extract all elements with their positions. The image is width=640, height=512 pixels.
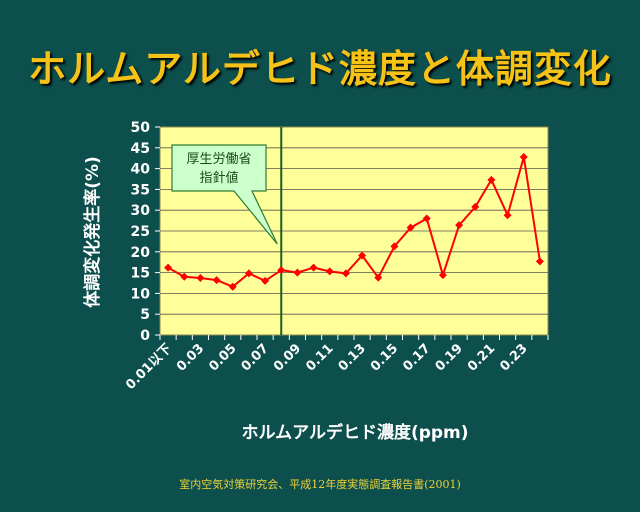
data-point	[471, 202, 480, 211]
data-point	[455, 221, 464, 230]
data-point	[406, 223, 415, 232]
y-tick-label: 25	[131, 224, 150, 240]
x-axis-ticks: 0.01以下 0.03 0.05 0.07 0.09 0.11 0.13 0.15 0.17 0.…	[123, 335, 549, 393]
y-tick-label: 20	[131, 245, 151, 261]
data-point	[438, 271, 447, 280]
data-points	[164, 152, 544, 291]
x-tick-label: 0.19	[433, 341, 466, 374]
data-point	[374, 273, 383, 282]
data-point	[293, 268, 302, 277]
data-point	[535, 257, 544, 266]
x-tick-label: 0.09	[271, 341, 304, 374]
data-point	[277, 266, 286, 275]
y-tick-label: 30	[131, 203, 151, 219]
y-tick-label: 35	[131, 182, 150, 198]
y-tick-label: 10	[131, 286, 151, 302]
y-tick-label: 5	[140, 307, 150, 323]
y-tick-label: 15	[131, 266, 150, 282]
y-tick-label: 45	[131, 141, 150, 157]
data-point	[244, 269, 253, 278]
data-point	[261, 276, 270, 285]
x-tick-label: 0.21	[465, 341, 498, 374]
y-axis-label: 体調変化発生率(%)	[82, 156, 103, 308]
x-tick-label: 0.05	[206, 341, 239, 374]
x-tick-label: 0.07	[239, 341, 272, 374]
y-tick-label: 40	[131, 162, 151, 178]
data-point	[325, 267, 334, 276]
data-point	[519, 152, 528, 161]
data-point	[309, 263, 318, 272]
source-note: 室内空気対策研究会、平成12年度実態調査報告書(2001)	[179, 478, 461, 491]
page-title: ホルムアルデヒド濃度と体調変化	[28, 47, 612, 91]
callout-box	[171, 144, 278, 245]
x-tick-label: 0.13	[336, 341, 369, 374]
callout-label: 指針値	[199, 170, 238, 186]
data-point	[212, 276, 221, 285]
data-point	[164, 263, 173, 272]
x-tick-label: 0.01以下	[123, 341, 175, 393]
x-tick-label: 0.17	[400, 341, 433, 374]
data-point	[180, 272, 189, 281]
data-point	[503, 211, 512, 220]
data-point	[390, 242, 399, 251]
y-tick-label: 50	[131, 120, 151, 136]
y-tick-label: 0	[140, 328, 150, 344]
x-tick-label: 0.15	[368, 341, 401, 374]
data-point	[487, 175, 496, 184]
x-tick-label: 0.23	[497, 341, 530, 374]
data-point	[228, 282, 237, 291]
x-tick-label: 0.03	[174, 341, 207, 374]
x-axis-label: ホルムアルデヒド濃度(ppm)	[241, 422, 468, 443]
callout-label: 厚生労働省	[186, 152, 251, 167]
x-tick-label: 0.11	[303, 341, 336, 374]
data-point	[196, 274, 205, 283]
data-point	[422, 214, 431, 223]
y-axis-ticks: 0 5 10 15 20 25 30 35 40 45 50	[131, 120, 160, 344]
data-point	[341, 269, 350, 278]
data-point	[358, 251, 367, 260]
